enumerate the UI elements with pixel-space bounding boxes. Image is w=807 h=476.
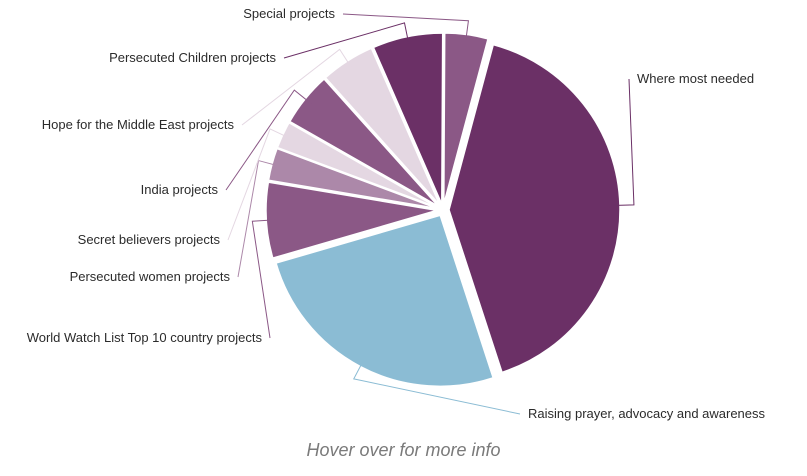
leader-line-8 xyxy=(283,22,410,59)
leader-line-2 xyxy=(353,359,521,415)
slice-label-5: Secret believers projects xyxy=(78,232,221,247)
slice-label-3: World Watch List Top 10 country projects xyxy=(27,330,263,345)
leader-line-1 xyxy=(611,78,635,206)
slice-label-2: Raising prayer, advocacy and awareness xyxy=(528,406,766,421)
slice-label-9: Special projects xyxy=(243,6,335,21)
leader-line-9 xyxy=(342,13,470,43)
leader-line-7 xyxy=(241,48,352,126)
slice-label-8: Persecuted Children projects xyxy=(109,50,276,65)
labels-layer: Where most needed Raising prayer, advocac… xyxy=(27,6,766,421)
slice-label-4: Persecuted women projects xyxy=(70,269,231,284)
pie-chart-svg: Where most needed Raising prayer, advocac… xyxy=(27,6,766,421)
hover-hint-text: Hover over for more info xyxy=(306,440,501,460)
leader-lines-layer xyxy=(225,13,635,415)
slices-layer xyxy=(265,32,621,388)
leader-line-6 xyxy=(225,89,312,191)
slice-label-1: Where most needed xyxy=(637,71,754,86)
slice-label-6: India projects xyxy=(141,182,219,197)
leader-line-3 xyxy=(251,219,275,339)
leader-line-5 xyxy=(227,128,291,241)
slice-label-7: Hope for the Middle East projects xyxy=(42,117,235,132)
